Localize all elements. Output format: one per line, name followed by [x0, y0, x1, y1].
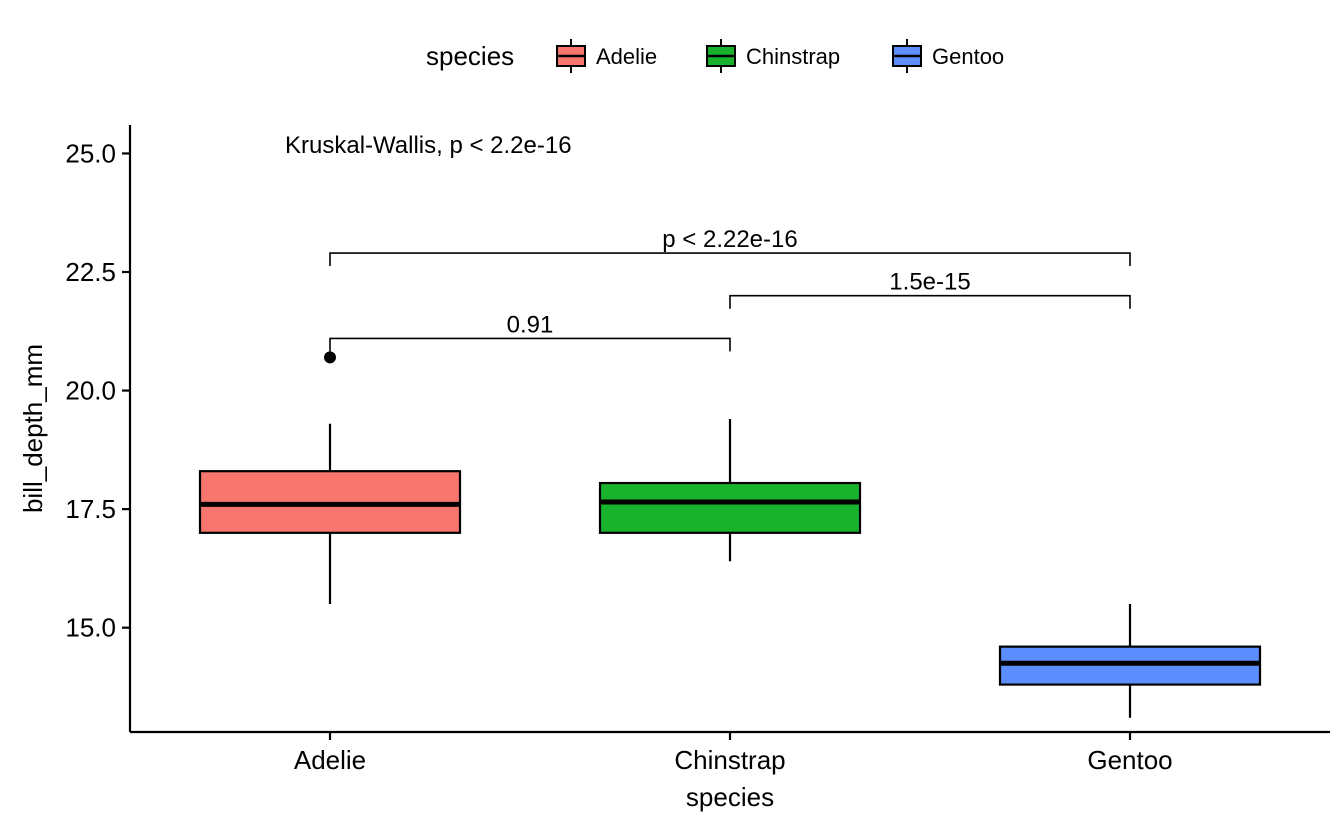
outlier-adelie-0 [324, 351, 336, 364]
y-tick-label-0: 15.0 [65, 613, 116, 643]
comparison-label-1: 1.5e-15 [889, 269, 970, 296]
legend-item-gentoo: Gentoo [892, 39, 1004, 73]
x-tick-label-adelie: Adelie [294, 745, 366, 775]
y-axis-title: bill_depth_mm [18, 344, 48, 513]
plot-area: 0.91 1.5e-15 p < 2.22e-16 Kruskal-Wallis, p… [198, 132, 1262, 718]
bracket-line-1 [729, 294, 1131, 309]
kruskal-wallis-label: Kruskal-Wallis, p < 2.2e-16 [285, 132, 572, 159]
box-chinstrap [598, 419, 862, 562]
y-tick-label-2: 20.0 [65, 376, 116, 406]
legend-label-chinstrap: Chinstrap [746, 44, 840, 69]
x-tick-label-chinstrap: Chinstrap [674, 745, 785, 775]
comparison-bracket-0: 0.91 [329, 311, 731, 352]
legend-item-chinstrap: Chinstrap [706, 39, 840, 73]
legend-title: species [426, 41, 514, 71]
legend-label-gentoo: Gentoo [932, 44, 1004, 69]
box-gentoo [998, 603, 1262, 718]
y-tick-label-1: 17.5 [65, 494, 116, 524]
x-tick-label-gentoo: Gentoo [1087, 745, 1172, 775]
box-body-chinstrap [598, 481, 862, 534]
axes: 15.0 17.5 20.0 22.5 25.0 Adelie Chinstrap Gento… [18, 125, 1330, 812]
x-axis-title: species [686, 782, 774, 812]
comparison-bracket-2: p < 2.22e-16 [329, 226, 1131, 267]
bracket-line-2 [329, 252, 1131, 267]
comparison-label-2: p < 2.22e-16 [662, 226, 797, 253]
comparison-label-0: 0.91 [507, 311, 554, 338]
comparison-bracket-1: 1.5e-15 [729, 269, 1131, 309]
bracket-line-0 [329, 337, 731, 352]
legend-item-adelie: Adelie [556, 39, 657, 73]
legend: species Adelie Chinstrap Gentoo [426, 39, 1004, 73]
legend-label-adelie: Adelie [596, 44, 657, 69]
y-tick-label-4: 25.0 [65, 138, 116, 168]
box-adelie [198, 351, 462, 604]
y-tick-label-3: 22.5 [65, 257, 116, 287]
